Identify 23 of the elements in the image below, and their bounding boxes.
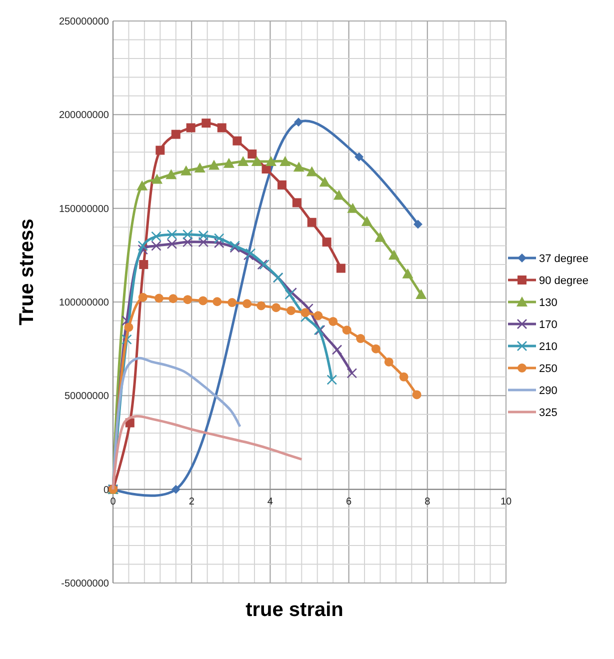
legend-label: 130 [539, 297, 558, 309]
x-tick-label: 8 [424, 496, 431, 508]
legend-label: 170 [539, 319, 558, 331]
legend-label: 210 [539, 341, 558, 353]
x-tick-label: 0 [110, 496, 116, 508]
y-tick-label: 50000000 [64, 391, 110, 402]
legend-label: 290 [539, 385, 558, 397]
y-tick-label: -50000000 [61, 578, 110, 590]
legend-label: 250 [539, 363, 558, 375]
legend-label: 90 degree [539, 275, 589, 287]
y-tick-label: 0 [103, 484, 110, 496]
y-tick-label: 150000000 [58, 204, 110, 215]
legend-label: 325 [539, 407, 558, 419]
x-axis-title: true strain [246, 599, 344, 621]
y-tick-label: 100000000 [58, 298, 110, 308]
y-axis-title: True stress [16, 218, 38, 326]
legend-label: 37 degree [539, 253, 589, 265]
y-tick-label: 200000000 [58, 110, 110, 122]
x-tick-label: 6 [346, 496, 352, 508]
x-tick-label: 2 [188, 496, 195, 508]
x-tick-label: 10 [500, 496, 512, 508]
x-tick-label: 4 [267, 496, 274, 508]
y-tick-label: 250000000 [58, 16, 110, 28]
